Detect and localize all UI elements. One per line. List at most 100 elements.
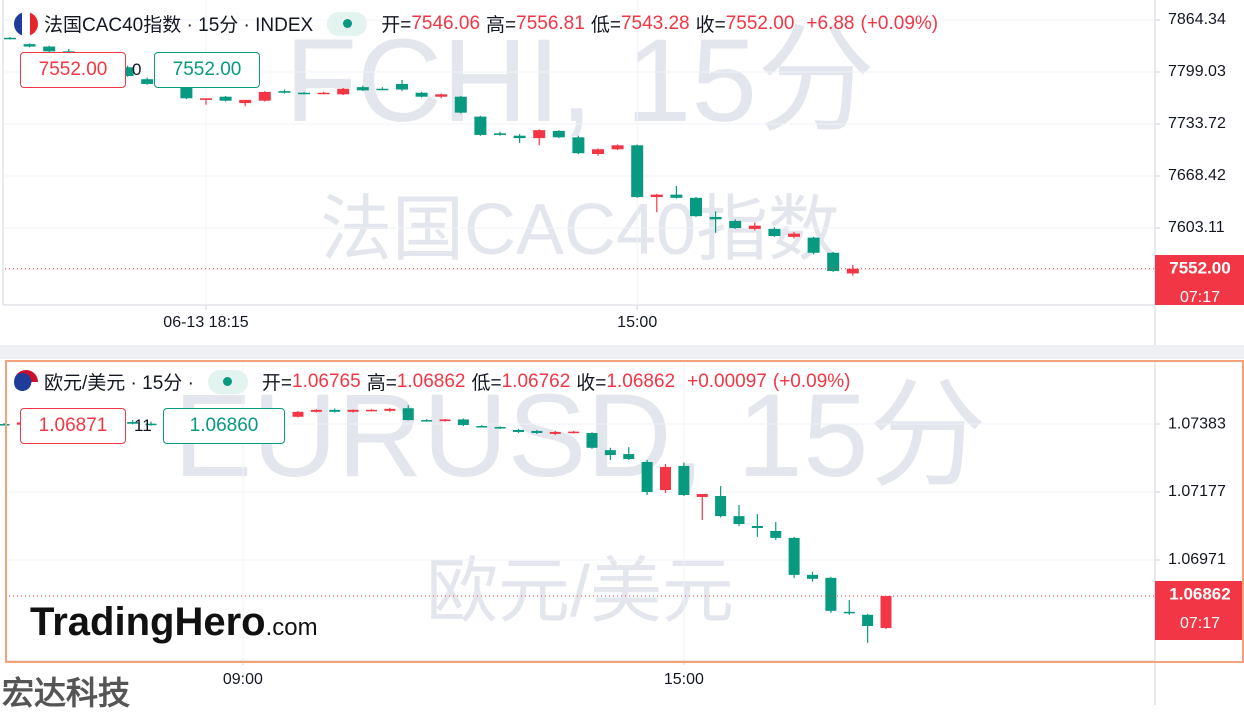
- y-tick-label: 1.07177: [1168, 483, 1226, 500]
- candle-body: [4, 37, 16, 40]
- buy-price: 1.06860: [189, 415, 259, 436]
- candle-body: [292, 411, 304, 417]
- candle-body: [141, 79, 154, 84]
- x-tick-label: 15:00: [617, 314, 657, 331]
- candle-body: [347, 409, 359, 412]
- candle-body: [733, 516, 745, 525]
- candle-body: [317, 92, 330, 95]
- candle-body: [748, 225, 761, 229]
- logo-text: TradingHero: [30, 600, 266, 644]
- ohlc-label: 高=: [486, 15, 517, 36]
- candle-body: [650, 194, 663, 198]
- ohlc-value: 7543.28: [620, 12, 690, 34]
- candle-body: [533, 130, 546, 139]
- ohlc-label: 低=: [590, 15, 621, 36]
- candle-body: [641, 461, 653, 493]
- candle-body: [145, 423, 157, 426]
- candle-body: [127, 422, 139, 424]
- candle-body: [770, 530, 782, 538]
- ohlc-label: 低=: [471, 373, 502, 394]
- candle-body: [278, 91, 291, 93]
- spread: 11: [134, 416, 152, 435]
- candle-body: [709, 216, 722, 220]
- change: +6.88: [806, 12, 855, 34]
- sell-button[interactable]: 7552.00: [20, 52, 126, 88]
- countdown: 07:17: [1180, 289, 1220, 306]
- candle-body: [415, 92, 428, 97]
- ohlc-label: 收=: [576, 373, 607, 394]
- candle-body: [298, 92, 310, 95]
- y-tick-label: 7603.11: [1168, 219, 1225, 236]
- countdown: 07:17: [1180, 615, 1220, 632]
- flag-icon: [14, 369, 38, 394]
- candle-body: [807, 237, 820, 253]
- candle-body: [880, 595, 892, 628]
- x-tick-label: 06-13 18:15: [163, 314, 249, 331]
- ohlc-value: 7556.81: [516, 12, 585, 34]
- x-tick-label: 09:00: [223, 671, 263, 688]
- candle-body: [631, 145, 644, 198]
- change-percent: (+0.09%): [772, 370, 851, 392]
- symbol-title: 法国CAC40指数 · 15分 · INDEX: [44, 15, 314, 36]
- candle-body: [476, 426, 488, 428]
- symbol-title: 欧元/美元 · 15分 ·: [44, 373, 194, 394]
- candle-body: [690, 197, 702, 217]
- watermark-sub: 欧元/美元: [426, 552, 734, 632]
- candle-body: [843, 611, 855, 614]
- candle-body: [678, 465, 690, 495]
- last-price-label: 7552.00: [1169, 258, 1230, 277]
- candle-body: [604, 450, 616, 456]
- candle-body: [494, 133, 506, 135]
- corner-watermark: 宏达科技: [2, 675, 131, 711]
- candle-body: [356, 87, 369, 91]
- candle-body: [846, 268, 859, 274]
- spread: 0: [132, 60, 142, 79]
- candle-body: [384, 408, 396, 411]
- candle-body: [788, 537, 800, 575]
- buy-button[interactable]: 1.06860: [163, 408, 285, 444]
- candle-body: [474, 116, 487, 135]
- visibility-toggle[interactable]: [207, 369, 248, 394]
- candle-body: [376, 88, 389, 91]
- candle-body: [862, 614, 874, 627]
- candle-body: [337, 88, 350, 95]
- sell-button[interactable]: 1.06871: [20, 408, 126, 444]
- candle-body: [827, 252, 840, 272]
- ohlc-value: 1.06862: [396, 370, 466, 392]
- ohlc-value: 7552.00: [725, 12, 795, 34]
- candle-body: [549, 431, 561, 434]
- candle-body: [43, 46, 56, 52]
- y-tick-label: 1.06971: [1168, 551, 1226, 568]
- candle-body: [552, 130, 565, 138]
- y-tick-label: 1.07383: [1168, 415, 1226, 432]
- ohlc-label: 开=: [261, 373, 293, 394]
- candle-body: [310, 409, 322, 412]
- candle-body: [180, 87, 193, 99]
- candle-body: [457, 419, 469, 426]
- candle-body: [421, 420, 433, 422]
- candle-body: [729, 220, 742, 229]
- candle-body: [670, 194, 683, 198]
- sell-price: 1.06871: [38, 415, 108, 436]
- header: 法国CAC40指数 · 15分 · INDEX 开= 7546.06 高= 7556…: [14, 10, 938, 37]
- flag-icon: [14, 11, 38, 36]
- candle-body: [611, 145, 624, 150]
- candle-body: [23, 44, 36, 47]
- ohlc-value: 7546.06: [411, 12, 481, 34]
- visibility-toggle[interactable]: [327, 11, 368, 36]
- candle-body: [531, 430, 543, 433]
- candle-body: [807, 574, 818, 579]
- ohlc-label: 收=: [695, 15, 726, 36]
- candle-body: [0, 424, 10, 426]
- candle-body: [200, 98, 212, 100]
- candle-body: [239, 99, 252, 104]
- ohlc-label: 开=: [381, 15, 412, 36]
- buy-button[interactable]: 7552.00: [154, 52, 260, 88]
- ohlc-value: 1.06762: [501, 370, 571, 392]
- buy-price: 7552.00: [172, 59, 242, 80]
- candle-body: [494, 427, 506, 429]
- watermark-sub: 法国CAC40指数: [320, 190, 840, 270]
- change: +0.00097: [687, 370, 767, 392]
- pane-separator: [0, 345, 1244, 359]
- candle-body: [788, 233, 800, 237]
